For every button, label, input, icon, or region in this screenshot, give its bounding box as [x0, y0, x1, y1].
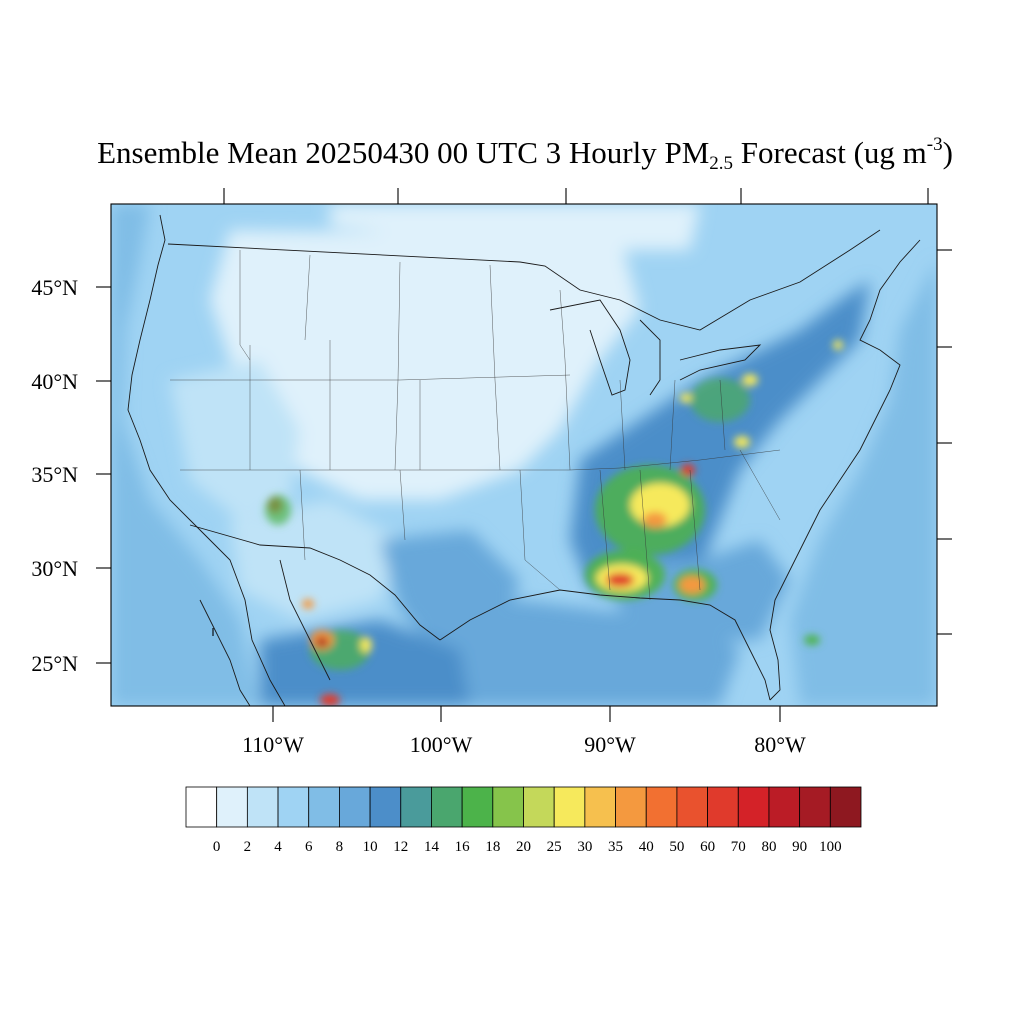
colorbar-label-2: 4 — [274, 839, 282, 855]
colorbar-swatch-12 — [553, 786, 586, 828]
hotspot-kentucky-red — [681, 464, 695, 476]
pacific-ocean-field — [111, 204, 260, 706]
colorbar-label-4: 8 — [336, 839, 344, 855]
pm25-hotspots — [265, 340, 843, 706]
great-lakes — [549, 299, 762, 396]
hotspot-bahamas-green — [804, 635, 820, 645]
colorbar-swatch-9 — [461, 786, 494, 828]
lon-label-90w: 90°W — [584, 732, 636, 757]
title-text: Ensemble Mean 20250430 00 UTC 3 Hourly P… — [97, 135, 710, 170]
us-mexico-border — [189, 524, 441, 641]
hotspot-pennsylvania-yellow — [742, 374, 758, 386]
lon-label-110w: 110°W — [242, 732, 304, 757]
lat-label-45: 45°N — [31, 275, 78, 300]
colorbar-label-17: 70 — [731, 839, 746, 855]
axis-ticks — [96, 188, 952, 722]
colorbar-swatch-20 — [799, 786, 831, 828]
title-unit: Forecast (ug m — [733, 135, 927, 170]
colorbar-label-18: 80 — [761, 839, 776, 855]
colorbar-swatch-0 — [185, 786, 218, 828]
colorbar-swatch-11 — [523, 786, 555, 828]
colorbar-swatch-15 — [645, 786, 678, 828]
latitude-labels: 45°N 40°N 35°N 30°N 25°N — [31, 275, 78, 676]
colorbar-swatch-4 — [308, 786, 340, 828]
lat-label-35: 35°N — [31, 462, 78, 487]
lon-label-100w: 100°W — [410, 732, 473, 757]
colorbar-swatch-14 — [615, 786, 647, 828]
colorbar-swatch-13 — [584, 786, 616, 828]
hotspot-louisiana-red — [606, 573, 634, 587]
colorbar-swatch-5 — [339, 786, 371, 828]
hotspot-ohio-green — [690, 378, 750, 422]
colorbar-label-11: 25 — [547, 839, 562, 855]
us-canada-border — [167, 229, 881, 331]
hotspot-georgia-orange — [679, 576, 705, 594]
hotspot-durango-yellow — [360, 637, 372, 653]
hotspot-chihuahua-darkred — [316, 637, 328, 647]
baja-coastline — [199, 559, 331, 706]
hotspot-sonora-orange — [302, 599, 314, 609]
colorbar-swatch-21 — [829, 786, 862, 828]
colorbar-swatch-7 — [400, 786, 432, 828]
colorbar-label-13: 35 — [608, 839, 623, 855]
colorbar-swatch-17 — [707, 786, 739, 828]
colorbar-label-15: 50 — [669, 839, 684, 855]
colorbar-swatch-3 — [277, 786, 310, 828]
colorbar-swatch-2 — [246, 786, 279, 828]
lat-label-40: 40°N — [31, 369, 78, 394]
colorbar-swatch-8 — [431, 786, 463, 828]
colorbar-swatch-18 — [737, 786, 770, 828]
title-superscript: -3 — [926, 134, 943, 155]
colorbar-label-14: 40 — [639, 839, 654, 855]
northern-plains-field — [210, 230, 640, 500]
colorbar-label-8: 16 — [455, 839, 471, 855]
canada-field — [330, 204, 700, 250]
gulf-coastline — [439, 239, 921, 701]
atlantic-ocean-field — [790, 204, 937, 706]
southwest-field — [230, 500, 400, 620]
colorbar-label-7: 14 — [424, 839, 440, 855]
colorbar-swatch-16 — [676, 786, 708, 828]
colorbar-label-10: 20 — [516, 839, 531, 855]
coastlines-and-borders — [127, 214, 921, 706]
colorbar-swatch-19 — [768, 786, 801, 828]
colorbar-label-12: 30 — [577, 839, 592, 855]
hotspot-mexico-south-red — [320, 694, 340, 706]
texas-field — [380, 530, 520, 660]
lat-label-25: 25°N — [31, 651, 78, 676]
hotspot-virginia-yellow — [734, 436, 750, 448]
hotspot-alabama-orange — [643, 512, 667, 528]
colorbar: 0 2 4 6 8 10 12 14 16 18 20 25 30 35 40 50 60 70 80 90 100 — [185, 786, 862, 855]
lat-label-30: 30°N — [31, 556, 78, 581]
colorbar-swatch-1 — [216, 786, 248, 828]
great-basin-field — [170, 360, 300, 520]
hotspot-arizona-green — [265, 495, 291, 525]
title-subscript: 2.5 — [709, 153, 734, 174]
colorbar-label-19: 90 — [792, 839, 807, 855]
map-frame — [110, 203, 938, 707]
state-borders — [170, 250, 781, 601]
title-unit-close: ) — [942, 135, 953, 170]
hotspot-boston-yellow — [833, 340, 843, 350]
colorbar-label-1: 2 — [244, 839, 252, 855]
pacific-coastline — [127, 214, 286, 706]
colorbar-label-0: 0 — [213, 839, 221, 855]
lon-label-80w: 80°W — [754, 732, 806, 757]
hotspot-ohio-yellow — [680, 393, 692, 403]
colorbar-label-9: 18 — [485, 839, 500, 855]
colorbar-label-6: 12 — [393, 839, 408, 855]
map-title: Ensemble Mean 20250430 00 UTC 3 Hourly P… — [0, 134, 1024, 175]
colorbar-swatch-6 — [369, 786, 402, 828]
colorbar-label-3: 6 — [305, 839, 313, 855]
colorbar-swatch-10 — [492, 786, 524, 828]
colorbar-label-16: 60 — [700, 839, 715, 855]
pm25-map — [111, 204, 937, 706]
longitude-labels: 110°W 100°W 90°W 80°W — [242, 732, 806, 757]
colorbar-label-20: 100 — [819, 839, 842, 855]
colorbar-label-5: 10 — [363, 839, 378, 855]
